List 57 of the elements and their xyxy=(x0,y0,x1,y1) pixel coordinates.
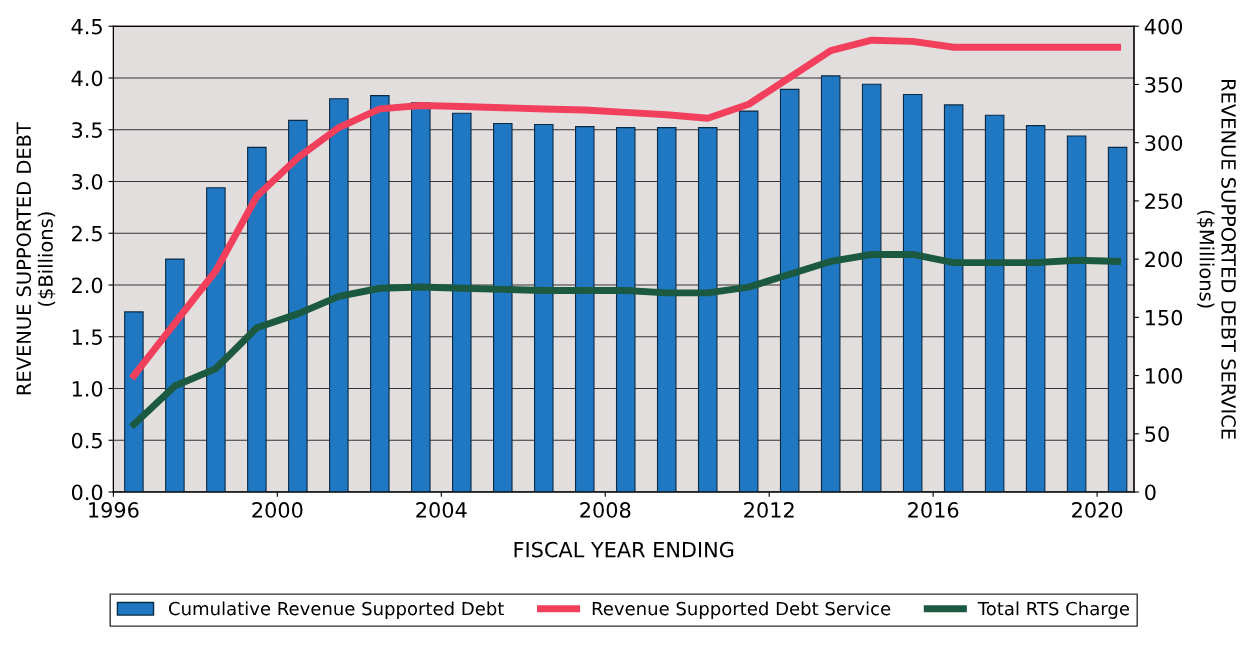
bar xyxy=(1107,146,1128,492)
y2-tick-label: 350 xyxy=(1145,76,1183,93)
bar xyxy=(165,258,185,492)
y2-tick-label: 0 xyxy=(1145,484,1156,501)
y-tick-label: 1.5 xyxy=(72,329,102,345)
x-tick-label: 2020 xyxy=(1072,502,1123,518)
y-tick-label: 2.0 xyxy=(72,277,103,294)
y-tick-label: 4.5 xyxy=(71,18,102,35)
y2-tick-label: 400 xyxy=(1144,18,1183,35)
legend-label: Total RTS Charge xyxy=(977,601,1130,619)
y-tick-label: 3.0 xyxy=(72,173,103,190)
y2-tick-label: 300 xyxy=(1145,135,1183,151)
bar xyxy=(329,98,349,492)
y2-tick-label: 150 xyxy=(1146,309,1183,326)
bar xyxy=(206,187,226,492)
bar xyxy=(533,124,554,492)
bar xyxy=(452,112,472,492)
bar xyxy=(124,311,144,492)
x-axis-title: FISCAL YEAR ENDING xyxy=(514,541,734,558)
y-tick-label: 4.0 xyxy=(71,70,103,87)
x-tick-label: 2012 xyxy=(744,502,794,518)
x-tick-label: 2008 xyxy=(580,502,631,518)
bar xyxy=(697,127,718,492)
bar xyxy=(411,102,431,492)
bar xyxy=(288,119,308,492)
bar xyxy=(1025,125,1046,492)
legend-label: Revenue Supported Debt Service xyxy=(592,601,891,619)
x-tick-label: 1996 xyxy=(89,502,139,518)
y-tick-label: 0.0 xyxy=(71,484,103,501)
bar xyxy=(943,104,964,492)
y-tick-label: 2.5 xyxy=(72,225,102,242)
y-tick-label: 3.5 xyxy=(72,122,102,138)
bar xyxy=(779,88,800,492)
bar xyxy=(902,93,923,492)
bar xyxy=(656,127,677,492)
y2-tick-label: 50 xyxy=(1145,426,1169,442)
x-tick-label: 2016 xyxy=(908,502,959,518)
y-tick-label: 1.0 xyxy=(72,380,103,397)
y2-tick-label: 100 xyxy=(1146,368,1183,384)
bar xyxy=(984,114,1005,492)
bar xyxy=(615,127,636,492)
bar xyxy=(1066,135,1087,492)
bar xyxy=(247,146,267,492)
y-axis-title: REVENUE SUPPORTED DEBT ($Billions) xyxy=(16,122,56,395)
legend-label: Cumulative Revenue Supported Debt xyxy=(168,601,504,619)
bar xyxy=(493,122,513,492)
x-tick-label: 2004 xyxy=(416,502,467,518)
y-tick-label: 0.5 xyxy=(71,432,102,449)
bar xyxy=(370,95,390,492)
y2-axis-title: REVENUE SUPPORTED DEBT SERVICE ($Millions) xyxy=(1196,80,1236,439)
x-tick-label: 2000 xyxy=(252,502,303,518)
bar xyxy=(820,75,841,492)
bar xyxy=(738,110,759,492)
y2-tick-label: 250 xyxy=(1145,193,1183,210)
y2-tick-label: 200 xyxy=(1145,251,1183,268)
bar xyxy=(574,126,595,492)
bar xyxy=(861,83,882,492)
